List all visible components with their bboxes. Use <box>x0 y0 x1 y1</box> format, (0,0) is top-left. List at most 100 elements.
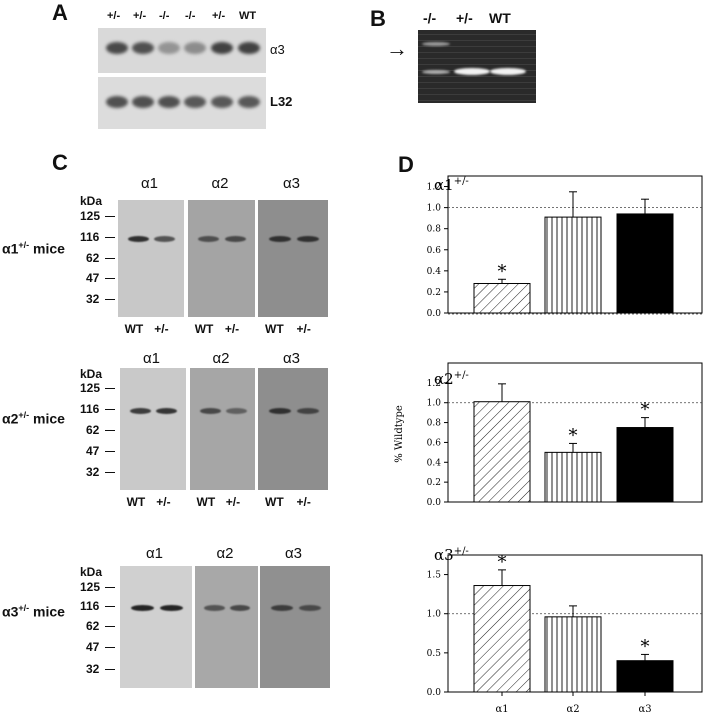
panel-c-band <box>129 408 151 414</box>
panel-b-gel-line <box>418 64 536 65</box>
panel-a-lane-label: +/- <box>107 10 121 22</box>
panel-c-band <box>229 605 250 611</box>
panel-c-column-header: α1 <box>141 175 159 192</box>
panel-d-chart-title: α3+/- <box>434 546 469 564</box>
panel-c-marker-tick <box>105 451 115 452</box>
panel-b-gel <box>418 30 536 103</box>
panel-d-y-tick-label: 0.4 <box>427 458 442 468</box>
panel-a-lane-label: -/- <box>159 10 170 22</box>
panel-b-gel-line <box>418 88 536 89</box>
panel-d-chart-title-main: α3 <box>434 546 454 564</box>
panel-d-significance-star: * <box>641 636 650 657</box>
panel-a-band <box>158 96 180 108</box>
panel-a-blot-l32 <box>98 77 266 129</box>
panel-c-column-header: α2 <box>216 545 234 562</box>
panel-c-column-header: α3 <box>285 545 303 562</box>
panel-d-y-axis-label: % Wildtype <box>394 405 405 463</box>
panel-b-gel-band <box>422 70 450 74</box>
panel-c-column-header: α3 <box>283 175 301 192</box>
panel-c-marker-tick <box>105 587 115 588</box>
panel-c-lane-label: +/- <box>225 495 241 509</box>
panel-c-band <box>296 408 319 414</box>
panel-b-gel-line <box>418 52 536 53</box>
panel-c-lane-label: WT <box>124 322 144 336</box>
panel-c-band <box>268 408 291 414</box>
panel-c-band <box>156 408 178 414</box>
panel-c-column-header: α3 <box>283 350 301 367</box>
panel-c-marker-tick <box>105 237 115 238</box>
panel-c-mouse-genotype: +/- <box>18 603 30 613</box>
panel-d-chart-title-sup: +/- <box>454 546 469 557</box>
panel-c-mouse-label: α3+/- mice <box>2 603 65 620</box>
panel-c-column-header: α2 <box>212 350 230 367</box>
panel-d-chart: α3+/-0.00.51.01.5**α1 α2 α3 <box>427 546 703 715</box>
panel-c-marker-tick <box>105 299 115 300</box>
panel-b-gel-line <box>418 76 536 77</box>
panel-b-gel-line <box>418 94 536 95</box>
panel-d-x-tick-label: α2 <box>566 704 579 715</box>
panel-d-chart-title: α1+/- <box>434 176 469 194</box>
panel-c-marker-tick <box>105 626 115 627</box>
panel-a-band <box>211 96 233 108</box>
panel-d-y-tick-label: 1.0 <box>427 204 442 214</box>
panel-c-lane-label: +/- <box>224 322 240 336</box>
panel-d-y-tick-label: 0.8 <box>427 419 442 429</box>
panel-a-lane-label: -/- <box>185 10 196 22</box>
panel-c-lane-label: WT <box>196 495 216 509</box>
panel-c-letter: C <box>52 150 68 175</box>
panel-d-chart-title-main: α1 <box>434 176 454 194</box>
panel-a-band <box>184 96 206 108</box>
panel-d-significance-star: * <box>498 261 507 282</box>
panel-c-band <box>268 236 291 242</box>
panel-b-gel-band <box>490 68 526 75</box>
panel-d-significance-star: * <box>569 425 578 446</box>
panel-d-y-tick-label: 0.6 <box>427 246 442 256</box>
panel-c-blot <box>260 566 330 688</box>
panel-d-bar <box>473 401 531 503</box>
panel-d-bar <box>544 216 602 314</box>
panel-d-x-tick-label: α3 <box>638 704 651 715</box>
panel-c-column-header: α1 <box>143 350 161 367</box>
panel-c-marker-label: 62 <box>86 619 100 633</box>
panel-a-band <box>106 96 128 108</box>
panel-c-kda-label: kDa <box>80 565 103 579</box>
panel-c-marker-tick <box>105 278 115 279</box>
panel-d-bar <box>616 660 674 693</box>
panel-c-marker-label: 32 <box>86 292 100 306</box>
panel-a-band <box>211 42 233 54</box>
panel-c-marker-label: 116 <box>80 402 100 416</box>
panel-c-marker-label: 125 <box>80 580 101 594</box>
panel-c-mouse-name: α1 <box>2 240 19 257</box>
panel-c-band <box>199 408 221 414</box>
panel-c-lane-label: +/- <box>296 495 311 509</box>
panel-c-mouse-name: α3 <box>2 603 19 620</box>
panel-b-gel-line <box>418 58 536 59</box>
panel-d-bar <box>473 282 531 314</box>
panel-d-y-tick-label: 1.0 <box>427 610 442 620</box>
panel-b-gel-line <box>418 46 536 47</box>
panel-a-letter: A <box>52 0 68 25</box>
panel-a-band <box>132 96 154 108</box>
panel-c-mouse-label: α2+/- mice <box>2 410 65 427</box>
panel-c-mouse-label: α1+/- mice <box>2 240 65 257</box>
panel-c-lane-label: +/- <box>156 495 171 509</box>
panel-c-lane-label: WT <box>126 495 146 509</box>
panel-c-marker-tick <box>105 430 115 431</box>
panel-c-marker-label: 116 <box>80 599 100 613</box>
panel-d-significance-star: * <box>641 400 650 421</box>
panel-c-mouse-genotype: +/- <box>18 240 30 250</box>
panel-d-y-tick-label: 0.2 <box>427 478 441 488</box>
panel-a-band <box>184 42 206 54</box>
panel-c-blot <box>188 200 255 317</box>
panel-d-y-tick-label: 0.8 <box>427 225 442 235</box>
panel-b-lane-wt: WT <box>489 10 511 26</box>
panel-d-bar <box>544 616 602 693</box>
panel-d-bar <box>616 213 674 314</box>
panel-d-y-tick-label: 1.2 <box>427 183 441 193</box>
panel-c-marker-label: 62 <box>86 251 100 265</box>
panel-c-mouse-suffix: mice <box>29 240 65 257</box>
panel-c-mouse-suffix: mice <box>29 410 65 427</box>
panel-c-marker-tick <box>105 472 115 473</box>
panel-c-lane-label: +/- <box>296 322 311 336</box>
